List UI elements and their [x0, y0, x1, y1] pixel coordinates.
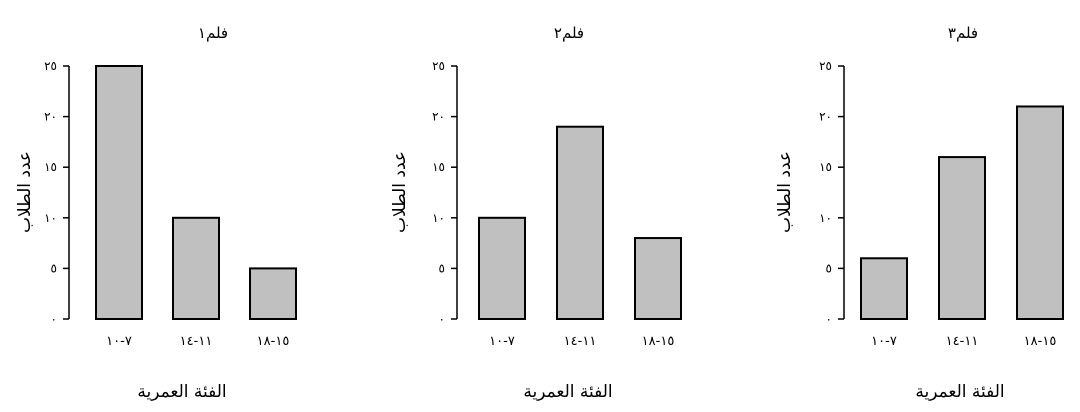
y-tick-label: ٠ — [439, 312, 445, 326]
bar — [95, 65, 143, 320]
bar — [172, 216, 220, 320]
y-tick-label: ١٥ — [819, 160, 832, 174]
bar — [249, 267, 297, 320]
x-tick-label: ١١-١٤ — [946, 334, 979, 349]
chart-panel-2: فلم٢ ٠ ٥ ١٠ ١٥ ٢٠ ٢٥ عدد الطلاب ٧-١٠ ١١-١٤ ١٥-١٨ ال… — [390, 24, 682, 402]
y-tick-label: ٠ — [826, 312, 832, 326]
y-axis-title: عدد الطلاب — [775, 151, 795, 233]
y-axis-title: عدد الطلاب — [390, 151, 410, 233]
x-tick-label: ١١-١٤ — [180, 334, 213, 349]
y-tick-label: ٥ — [439, 261, 445, 275]
chart-title: فلم٢ — [554, 24, 584, 42]
y-tick-label: ٠ — [51, 312, 57, 326]
x-axis-title: الفئة العمرية — [915, 382, 1004, 402]
chart-panel-3: فلم٣ ٠ ٥ ١٠ ١٥ ٢٠ ٢٥ عدد الطلاب ٧-١٠ ١١-١٤ ١٥-١٨ ال… — [775, 24, 1064, 402]
y-tick-label: ٢٥ — [819, 59, 832, 73]
y-tick-label: ٥ — [826, 261, 832, 275]
y-tick-label: ٢٥ — [432, 59, 445, 73]
x-tick-label: ٧-١٠ — [871, 334, 897, 349]
y-tick-label: ١٠ — [819, 211, 832, 225]
bar — [478, 216, 526, 320]
y-tick-label: ٥ — [51, 261, 57, 275]
x-tick-label: ٧-١٠ — [106, 334, 132, 349]
y-tick-label: ٢٠ — [432, 110, 445, 124]
y-tick-label: ١٠ — [44, 211, 57, 225]
chart-panel-1: فلم١ ٠ ٥ ١٠ ١٥ ٢٠ ٢٥ عدد الطلاب ٧-١٠ ١١-١٤ ١٥-١٨ ال… — [15, 24, 297, 402]
y-tick-label: ٢٥ — [44, 59, 57, 73]
x-tick-label: ١٥-١٨ — [642, 334, 675, 349]
y-tick-label: ١٥ — [44, 160, 57, 174]
x-tick-label: ١٥-١٨ — [257, 334, 290, 349]
bar — [634, 237, 682, 320]
bar — [556, 125, 604, 320]
y-tick-label: ٢٠ — [819, 110, 832, 124]
bar — [1016, 105, 1064, 321]
chart-title: فلم٣ — [948, 24, 978, 42]
chart-title: فلم١ — [198, 24, 228, 42]
y-axis-title: عدد الطلاب — [15, 151, 35, 233]
x-tick-label: ٧-١٠ — [489, 334, 515, 349]
x-tick-label: ١١-١٤ — [564, 334, 597, 349]
bar — [860, 257, 908, 320]
y-tick-label: ٢٠ — [44, 110, 57, 124]
x-axis-title: الفئة العمرية — [523, 382, 612, 402]
y-tick-label: ١٠ — [432, 211, 445, 225]
bar — [938, 156, 986, 320]
x-axis-title: الفئة العمرية — [137, 382, 226, 402]
x-tick-label: ١٥-١٨ — [1024, 334, 1057, 349]
y-tick-label: ١٥ — [432, 160, 445, 174]
